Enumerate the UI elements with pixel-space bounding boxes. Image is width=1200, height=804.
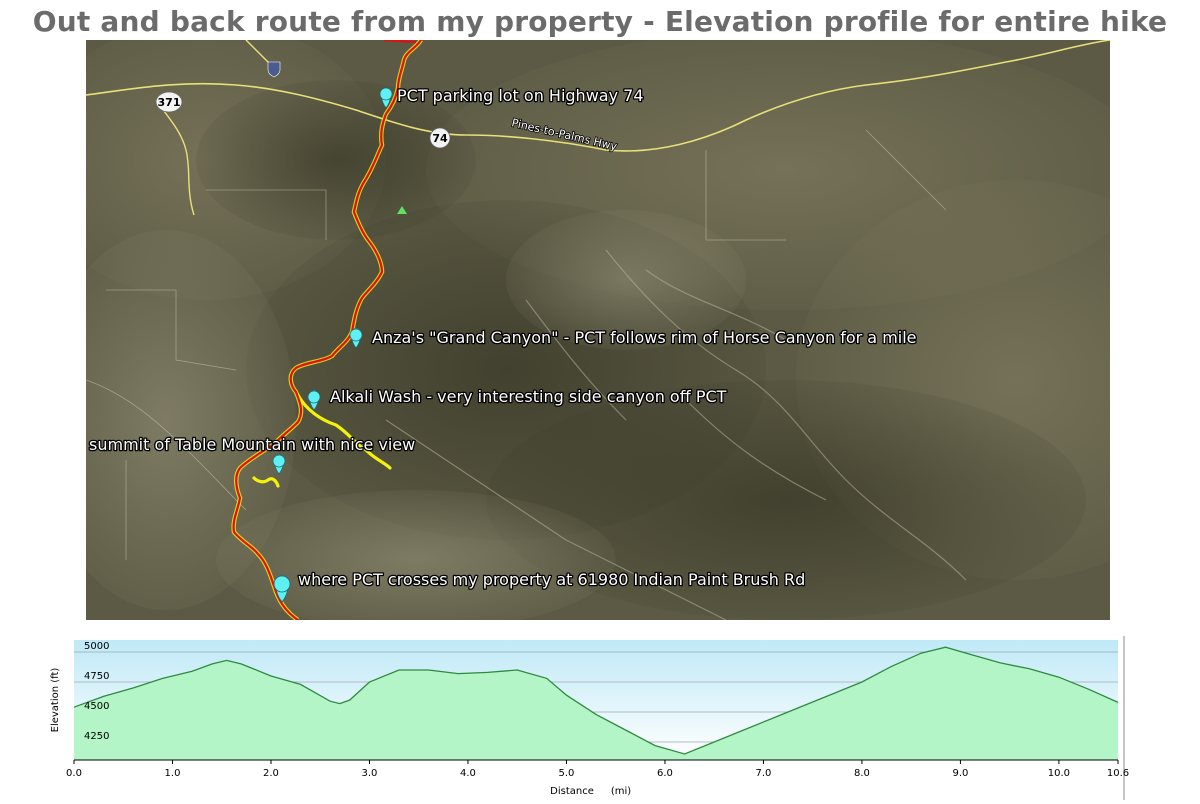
terrain-patch [86,230,296,610]
x-axis-unit: (mi) [611,786,631,797]
pct-route-line [232,40,422,620]
elevation-profile: 5000 4750 4500 4250 0.0 1.0 2.0 3.0 4.0 5.0 6.0 7.… [0,630,1200,800]
marker-property[interactable]: where PCT crosses my property at 61980 I… [273,569,807,603]
y-tick-label: 5000 [84,641,109,652]
x-tick-label: 7.0 [755,768,771,779]
marker-label-alkali-wash: Alkali Wash - very interesting side cany… [330,387,727,406]
marker-grand-canyon[interactable]: Anza's "Grand Canyon" - PCT follows rim … [349,327,918,349]
y-tick-label: 4500 [84,701,109,712]
map-canvas[interactable]: 371 74 Pines-to-Palms Hwy PCT parking lo… [86,40,1110,620]
marker-parking-lot[interactable]: PCT parking lot on Highway 74 [379,85,645,109]
y-tick-label: 4250 [84,731,109,742]
marker-label-parking-lot: PCT parking lot on Highway 74 [397,86,644,105]
x-tick-label: 9.0 [952,768,968,779]
shield-371: 371 [155,91,183,113]
terrain-patch [196,80,476,240]
x-tick-label: 1.0 [165,768,181,779]
terrain-patch [486,380,1086,620]
x-tick-label: 10.0 [1048,768,1070,779]
marker-alkali-wash[interactable]: Alkali Wash - very interesting side cany… [307,386,728,411]
x-tick-label: 4.0 [460,768,476,779]
marker-table-mountain[interactable]: summit of Table Mountain with nice view [88,434,417,475]
satellite-map[interactable]: 371 74 Pines-to-Palms Hwy PCT parking lo… [86,40,1110,620]
canyon-lines [385,249,967,620]
x-tick-label: 0.0 [66,768,82,779]
marker-label-property: where PCT crosses my property at 61980 I… [298,570,805,589]
terrain-patch [506,210,746,350]
x-tick-label: 8.0 [854,768,870,779]
elevation-chart: 5000 4750 4500 4250 0.0 1.0 2.0 3.0 4.0 5.0 6.0 7.… [50,636,1129,800]
waypoint-triangle-icon [397,206,407,214]
shield-74-text: 74 [432,132,448,145]
elevation-line [73,646,1119,755]
highway-371 [155,99,195,216]
x-tick-label: 2.0 [263,768,279,779]
y-tick-label: 4750 [84,671,109,682]
pct-route-north [383,40,417,44]
marker-label-grand-canyon: Anza's "Grand Canyon" - PCT follows rim … [372,328,917,347]
highway-74 [86,40,1110,152]
y-ticks: 5000 4750 4500 4250 [84,641,109,742]
x-axis-label: Distance [550,786,594,797]
table-mountain-side-trail [252,476,280,488]
x-ticks: 0.0 1.0 2.0 3.0 4.0 5.0 6.0 7.0 8.0 9.0 10.0 10.6 [66,760,1129,779]
x-tick-label: 6.0 [657,768,673,779]
marker-label-table-mountain: summit of Table Mountain with nice view [89,435,415,454]
dirt-roads [86,129,947,560]
alkali-wash-side-trail [296,393,392,470]
y-axis-label: Elevation (ft) [50,668,61,733]
shield-371-text: 371 [158,96,181,109]
page-title: Out and back route from my property - El… [32,5,1168,38]
x-tick-label: 5.0 [558,768,574,779]
x-tick-label: 10.6 [1107,768,1129,779]
x-tick-label: 3.0 [362,768,378,779]
terrain-patch [216,490,616,620]
shield-74: 74 [429,127,451,149]
interstate-shield-icon [267,61,281,78]
elevation-area [74,647,1118,760]
